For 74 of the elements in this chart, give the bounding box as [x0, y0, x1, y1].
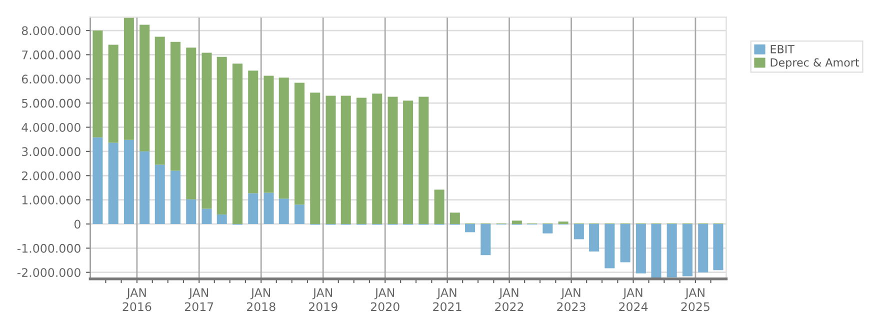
- legend-label: EBIT: [770, 45, 794, 54]
- bar: [589, 224, 600, 252]
- bar: [480, 224, 491, 256]
- bar: [92, 137, 103, 224]
- bar: [326, 96, 336, 224]
- bar: [170, 170, 181, 224]
- x-tick-label: JAN 2016: [122, 288, 152, 312]
- bar: [372, 94, 382, 224]
- bar: [682, 224, 692, 276]
- x-tick-label: JAN 2021: [433, 288, 462, 312]
- bar: [356, 98, 367, 224]
- bar: [294, 204, 305, 224]
- bar: [232, 64, 243, 224]
- bar: [108, 44, 118, 143]
- x-tick-label: JAN 2022: [495, 288, 524, 312]
- bar: [108, 142, 118, 224]
- bar: [512, 220, 522, 224]
- bar: [666, 224, 677, 278]
- bar: [620, 224, 630, 262]
- y-tick-label: -1.000.000: [17, 244, 80, 253]
- bar: [278, 78, 289, 199]
- bar: [418, 96, 429, 224]
- bar: [278, 198, 289, 224]
- y-tick-label: 2.000.000: [22, 171, 80, 180]
- bar: [154, 164, 165, 224]
- x-tick-label: JAN 2018: [246, 288, 276, 312]
- bar: [124, 140, 134, 224]
- bar: [92, 30, 103, 138]
- y-tick-label: 4.000.000: [22, 122, 80, 132]
- x-tick-label: JAN 2017: [184, 288, 214, 312]
- bar: [713, 224, 724, 270]
- y-tick-label: 8.000.000: [22, 26, 80, 36]
- y-tick-label: 1.000.000: [22, 196, 80, 204]
- bar: [264, 192, 274, 224]
- bar: [434, 190, 444, 224]
- y-tick-label: 5.000.000: [22, 98, 80, 108]
- bar: [450, 212, 460, 224]
- bar: [310, 92, 320, 224]
- bar: [340, 96, 351, 224]
- bar: [248, 193, 258, 224]
- bar: [170, 42, 181, 171]
- bar: [202, 208, 212, 224]
- bar: [388, 96, 398, 224]
- y-tick-label: 0: [74, 220, 80, 229]
- bar: [264, 76, 274, 193]
- bar: [651, 224, 662, 278]
- bar: [216, 56, 227, 215]
- x-tick-label: JAN 2023: [557, 288, 586, 312]
- bar: [202, 52, 212, 209]
- bar: [248, 70, 258, 194]
- x-tick-label: JAN 2025: [681, 288, 710, 312]
- bar: [186, 48, 196, 200]
- bar: [154, 36, 165, 165]
- x-tick-label: JAN 2019: [308, 288, 338, 312]
- y-tick-label: 7.000.000: [22, 50, 80, 60]
- bar: [542, 224, 553, 234]
- y-tick-label: 6.000.000: [22, 74, 80, 84]
- bar: [294, 82, 305, 205]
- bar: [140, 24, 150, 152]
- legend-label: Deprec & Amort: [770, 58, 860, 69]
- bar: [140, 151, 150, 224]
- x-tick-label: JAN 2024: [619, 288, 648, 312]
- bar: [604, 224, 615, 268]
- bar: [574, 224, 584, 240]
- y-tick-label: -2.000.000: [17, 268, 80, 278]
- bar: [403, 100, 414, 224]
- bar: [124, 18, 134, 140]
- bar: [216, 214, 227, 224]
- bar: [186, 199, 196, 224]
- y-tick-label: 3.000.000: [22, 147, 80, 156]
- bar: [698, 224, 708, 272]
- bar: [465, 224, 476, 232]
- bar: [636, 224, 646, 274]
- x-tick-label: JAN 2020: [370, 288, 400, 312]
